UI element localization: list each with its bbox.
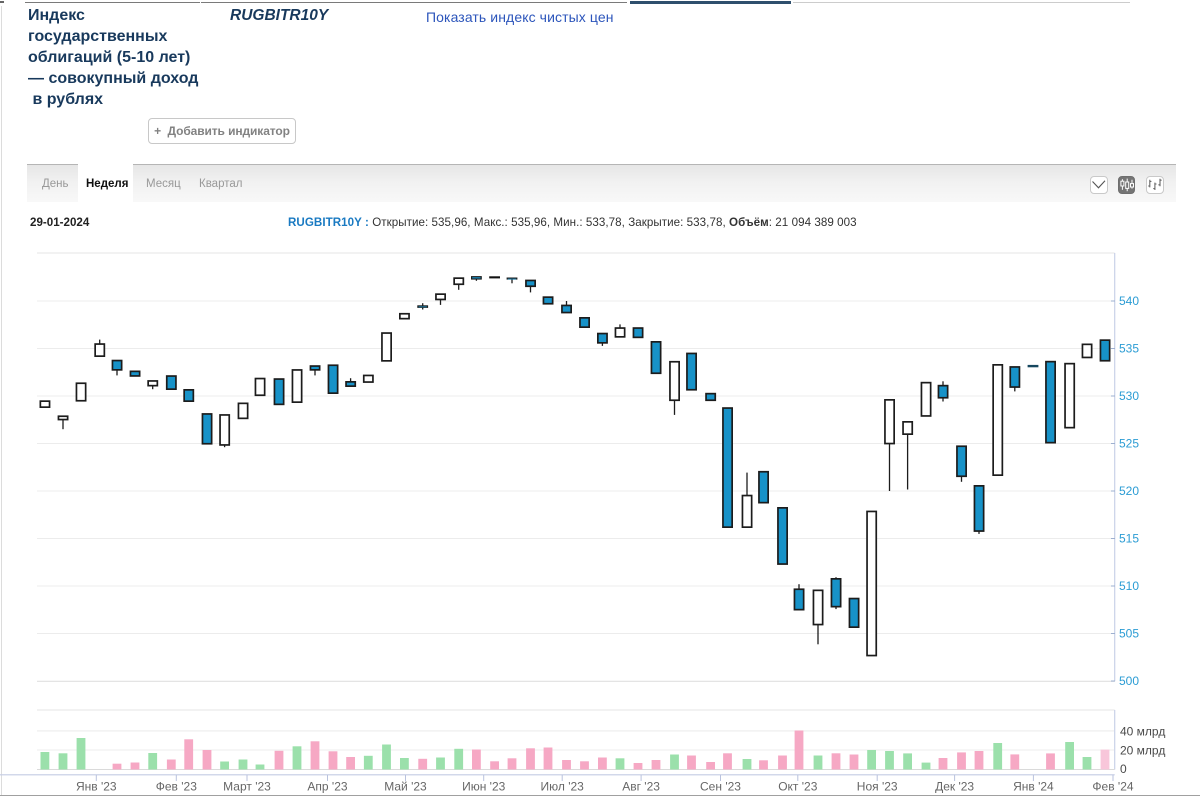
- svg-text:Авг '23: Авг '23: [622, 780, 660, 794]
- svg-text:Дек '23: Дек '23: [935, 780, 974, 794]
- svg-text:520: 520: [1119, 484, 1139, 498]
- svg-text:20 млрд: 20 млрд: [1120, 744, 1165, 758]
- svg-text:Июн '23: Июн '23: [462, 780, 506, 794]
- svg-text:Апр '23: Апр '23: [307, 780, 347, 794]
- svg-text:Ноя '23: Ноя '23: [857, 780, 898, 794]
- svg-text:505: 505: [1119, 627, 1139, 641]
- svg-text:Янв '24: Янв '24: [1013, 780, 1054, 794]
- svg-text:Фев '23: Фев '23: [156, 780, 197, 794]
- svg-text:500: 500: [1119, 674, 1139, 688]
- svg-text:515: 515: [1119, 532, 1139, 546]
- svg-text:Янв '23: Янв '23: [76, 780, 117, 794]
- svg-text:535: 535: [1119, 342, 1139, 356]
- svg-text:Март '23: Март '23: [223, 780, 271, 794]
- svg-text:40 млрд: 40 млрд: [1120, 725, 1165, 739]
- svg-text:Июл '23: Июл '23: [541, 780, 585, 794]
- svg-text:Окт '23: Окт '23: [778, 780, 818, 794]
- svg-text:525: 525: [1119, 437, 1139, 451]
- svg-text:530: 530: [1119, 389, 1139, 403]
- svg-text:Фев '24: Фев '24: [1092, 780, 1133, 794]
- svg-text:Сен '23: Сен '23: [700, 780, 741, 794]
- svg-text:Май '23: Май '23: [384, 780, 427, 794]
- svg-text:510: 510: [1119, 579, 1139, 593]
- svg-text:540: 540: [1119, 294, 1139, 308]
- svg-text:0: 0: [1120, 762, 1127, 776]
